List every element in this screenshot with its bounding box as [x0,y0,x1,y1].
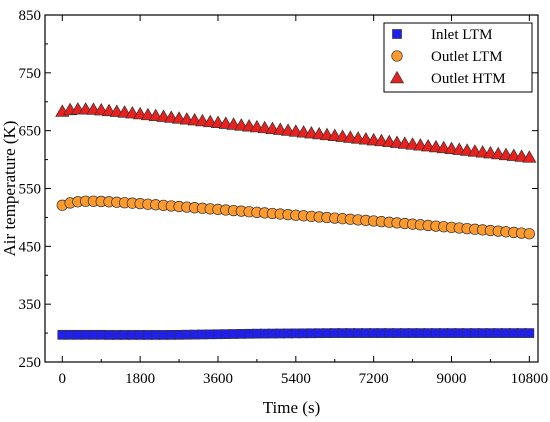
y-tick-label: 550 [19,182,42,198]
x-axis-ticks: 0 1800 3600 5400 7200 9000 10800 [59,15,549,387]
x-tick-label: 3600 [203,371,233,387]
y-tick-label: 850 [19,8,42,24]
x-tick-label: 7200 [359,371,389,387]
legend-marker [392,29,402,39]
x-tick-label: 0 [59,371,67,387]
y-tick-label: 250 [19,355,42,371]
y-tick-label: 750 [19,66,42,82]
y-axis-ticks: 250 350 450 550 650 750 850 [19,8,538,371]
x-tick-label: 10800 [511,371,549,387]
data-point [524,328,535,338]
legend-box [383,22,533,93]
x-tick-label: 1800 [125,371,155,387]
legend-label: Outlet LTM [431,49,503,65]
data-point [523,228,536,240]
series-layer [55,102,537,340]
legend-marker [391,50,403,62]
legend-label: Inlet LTM [431,27,493,43]
x-axis-title: Time (s) [263,398,320,417]
legend-label: Outlet HTM [431,71,506,87]
data-point [522,150,537,163]
y-axis-title: Air temperature (K) [0,121,19,257]
y-tick-label: 650 [19,124,42,140]
plot-area-frame [44,14,539,363]
legend: Inlet LTM Outlet LTM Outlet HTM [383,22,533,93]
series-outlet-htm [55,102,537,163]
y-tick-label: 450 [19,239,42,255]
x-tick-label: 5400 [281,371,311,387]
series-inlet-ltm [57,328,535,340]
series-outlet-ltm [56,195,536,240]
legend-marker [389,70,405,84]
y-tick-label: 350 [19,297,42,313]
x-tick-label: 9000 [437,371,467,387]
